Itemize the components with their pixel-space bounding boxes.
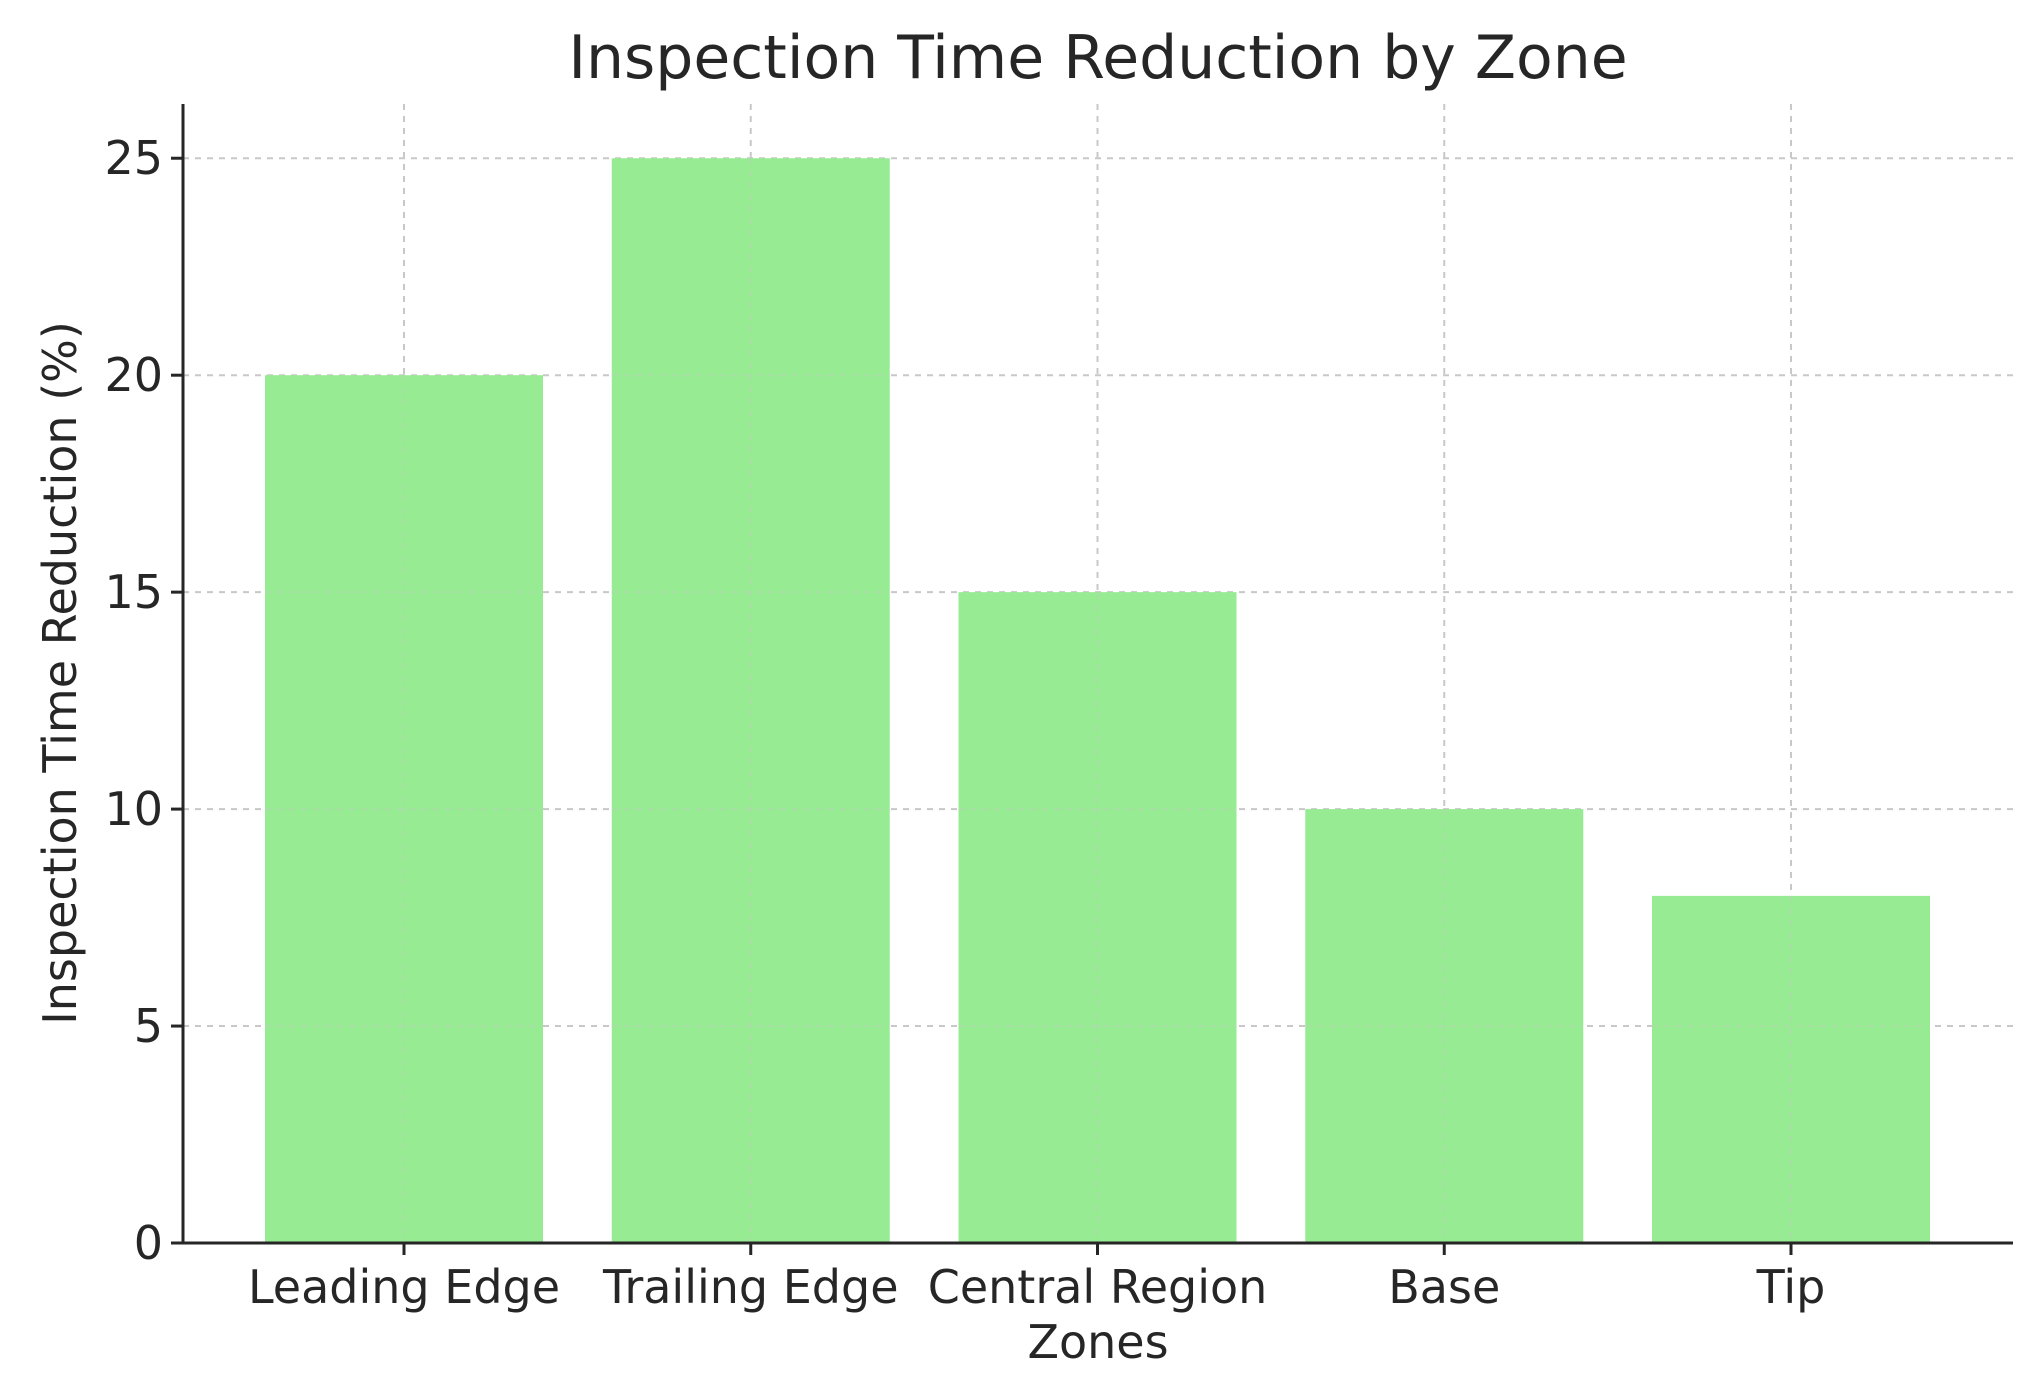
y-ticks: 0 5 10 15 20 25 bbox=[104, 131, 183, 1270]
bar bbox=[265, 375, 543, 1243]
x-tick-label: Trailing Edge bbox=[602, 1260, 899, 1314]
x-ticks: Leading Edge Trailing Edge Central Region B… bbox=[248, 1243, 1825, 1314]
bar bbox=[1305, 809, 1584, 1243]
y-tick-label: 0 bbox=[134, 1216, 163, 1270]
chart-title: Inspection Time Reduction by Zone bbox=[568, 23, 1627, 93]
x-tick-label: Tip bbox=[1756, 1260, 1826, 1314]
bar bbox=[958, 592, 1237, 1243]
x-tick-label: Base bbox=[1388, 1260, 1500, 1314]
y-tick-label: 15 bbox=[104, 565, 163, 619]
x-tick-label: Central Region bbox=[928, 1260, 1268, 1314]
bar bbox=[611, 158, 890, 1244]
y-axis-label: Inspection Time Reduction (%) bbox=[33, 321, 87, 1025]
y-tick-label: 5 bbox=[134, 999, 163, 1053]
x-tick-label: Leading Edge bbox=[248, 1260, 560, 1314]
y-tick-label: 25 bbox=[104, 131, 163, 185]
y-tick-label: 10 bbox=[104, 782, 163, 836]
x-axis-label: Zones bbox=[1027, 1315, 1168, 1369]
y-tick-label: 20 bbox=[104, 348, 163, 402]
bar bbox=[1652, 895, 1930, 1243]
bars bbox=[265, 158, 1930, 1244]
